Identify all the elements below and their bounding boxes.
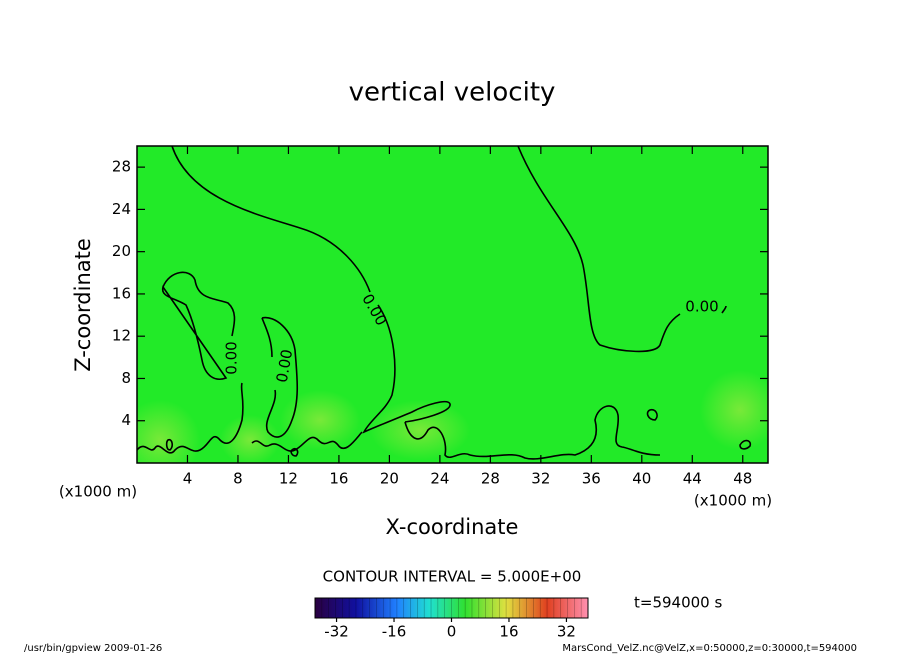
y-tick-label: 8 <box>121 369 131 387</box>
x-tick-label: 32 <box>531 470 550 488</box>
y-axis-label: Z-coordinate <box>71 238 95 372</box>
colorbar-tick-label: 32 <box>557 623 576 641</box>
contour-lines <box>137 146 752 460</box>
x-axis-label: X-coordinate <box>386 515 519 539</box>
contour-label: 0.00 <box>273 348 297 384</box>
x-tick-label: 44 <box>683 470 702 488</box>
x-unit: (x1000 m) <box>694 492 772 510</box>
y-tick-label: 4 <box>121 411 131 429</box>
colorbar-tick-label: -16 <box>382 623 407 641</box>
x-tick-label: 12 <box>279 470 298 488</box>
plot-frame <box>136 145 769 464</box>
y-tick-label: 24 <box>112 200 131 218</box>
y-tick-label: 20 <box>112 242 131 260</box>
colorbar-tick-label: 0 <box>447 623 457 641</box>
y-unit: (x1000 m) <box>59 483 137 501</box>
contour-label: 0.00 <box>685 298 718 316</box>
colorbar-tick-label: 16 <box>499 623 518 641</box>
x-tick-label: 16 <box>329 470 348 488</box>
x-tick-label: 28 <box>481 470 500 488</box>
y-tick-label: 16 <box>112 284 131 302</box>
x-tick-label: 4 <box>183 470 193 488</box>
footer-left: /usr/bin/gpview 2009-01-26 <box>24 643 162 654</box>
y-tick-label: 12 <box>112 327 131 345</box>
x-tick-label: 36 <box>582 470 601 488</box>
contour-interval: CONTOUR INTERVAL = 5.000E+00 <box>323 568 582 586</box>
x-tick-label: 20 <box>380 470 399 488</box>
x-tick-label: 24 <box>430 470 449 488</box>
footer-right: MarsCond_VelZ.nc@VelZ,x=0:50000,z=0:3000… <box>562 643 857 654</box>
x-tick-label: 40 <box>632 470 651 488</box>
x-tick-label: 8 <box>233 470 243 488</box>
contour-label: 0.00 <box>223 341 241 374</box>
x-tick-label: 48 <box>733 470 752 488</box>
y-tick-label: 28 <box>112 158 131 176</box>
time-label: t=594000 s <box>634 594 722 612</box>
chart-title: vertical velocity <box>349 78 556 108</box>
colorbar-tick-label: -32 <box>324 623 349 641</box>
